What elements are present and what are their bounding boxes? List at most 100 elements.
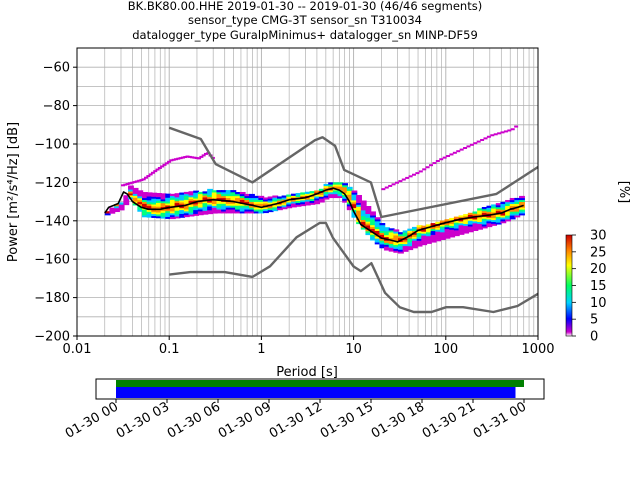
heatmap-cell (365, 206, 372, 209)
heatmap-cell (477, 221, 484, 224)
heatmap-cell (388, 249, 395, 252)
heatmap-cell (314, 194, 321, 197)
heatmap-cell (132, 195, 139, 198)
heatmap-cell (384, 232, 390, 236)
heatmap-cell (346, 186, 353, 190)
heatmap-cell (258, 205, 265, 208)
title-line-2: sensor_type CMG-3T sensor_sn T310034 (188, 13, 422, 27)
heatmap-cell (151, 198, 158, 201)
heatmap-cell (435, 231, 442, 234)
heatmap-cell (384, 246, 390, 249)
heatmap-cell (211, 209, 218, 212)
heatmap-cell (407, 240, 414, 243)
heatmap-cell (463, 215, 470, 219)
heatmap-cell (179, 202, 186, 205)
heatmap-cell (276, 206, 283, 209)
heatmap-cell (332, 195, 339, 199)
heatmap-cell (500, 217, 507, 220)
heatmap-cell (365, 215, 372, 218)
heatmap-cell (449, 225, 456, 228)
heatmap-cell (146, 200, 153, 203)
heatmap-cell (318, 200, 325, 203)
heatmap-cell (160, 216, 167, 219)
heatmap-cell (346, 207, 353, 211)
heatmap-cell (430, 223, 437, 226)
heatmap-cell (463, 214, 470, 217)
outlier-cell (169, 159, 174, 162)
heatmap-cell (216, 211, 223, 214)
heatmap-cell (384, 236, 390, 240)
figure-title: BK.BK80.00.HHE 2019-01-30 -- 2019-01-30 … (128, 0, 482, 42)
heatmap-cell (183, 199, 190, 202)
heatmap-cell (141, 193, 148, 197)
heatmap-cell (360, 221, 367, 224)
heatmap-cell (477, 208, 484, 211)
heatmap-cell (114, 209, 120, 213)
heatmap-cell (174, 197, 181, 200)
heatmap-cell (393, 248, 400, 251)
heatmap-cell (183, 197, 190, 200)
heatmap-cell (356, 196, 362, 200)
heatmap-cell (216, 203, 223, 206)
heatmap-cell (398, 249, 404, 252)
heatmap-cell (495, 220, 502, 223)
main-plot: 0.01 0.1 1 10 100 1000 −200 −180 −160 −140 −120 −1… (6, 47, 555, 380)
heatmap-cell (337, 182, 344, 185)
outlier-cell (199, 155, 204, 158)
heatmap-cell (411, 244, 418, 247)
heatmap-cell (146, 194, 153, 197)
heatmap-cell (337, 195, 344, 199)
outlier-cell (415, 172, 420, 175)
heatmap-cell (495, 210, 502, 214)
heatmap-cell (351, 213, 358, 216)
heatmap-cell (188, 204, 195, 207)
heatmap-cell (230, 192, 237, 195)
heatmap-cell (197, 205, 204, 208)
heatmap-cell (458, 223, 465, 226)
outlier-cell (141, 178, 146, 181)
heatmap-cell (328, 190, 335, 193)
heatmap-cell (505, 201, 511, 205)
heatmap-cell (207, 190, 214, 194)
colorbar-label: [%] (616, 181, 631, 204)
heatmap-cell (495, 222, 502, 225)
heatmap-cell (207, 204, 214, 207)
heatmap-cell (290, 205, 297, 208)
heatmap-cell (505, 203, 511, 207)
heatmap-cell (276, 204, 283, 207)
heatmap-cell (202, 195, 209, 198)
heatmap-cell (309, 196, 316, 200)
heatmap-cell (211, 192, 218, 195)
heatmap-cell (388, 247, 395, 250)
heatmap-cell (132, 201, 139, 204)
heatmap-cell (519, 199, 525, 202)
heatmap-cell (430, 230, 437, 233)
heatmap-cell (360, 219, 367, 222)
heatmap-cell (342, 185, 349, 188)
heatmap-cell (244, 209, 251, 212)
outlier-cell (490, 134, 495, 137)
heatmap-cell (202, 197, 209, 200)
heatmap-cell (174, 202, 181, 205)
heatmap-cell (379, 246, 386, 249)
heatmap-cell (411, 232, 418, 235)
heatmap-cell (174, 210, 181, 213)
heatmap-cell (169, 199, 176, 202)
heatmap-cell (491, 204, 497, 207)
heatmap-cell (244, 205, 251, 208)
heatmap-cell (225, 195, 232, 199)
heatmap-cell (402, 230, 409, 233)
heatmap-cell (370, 228, 376, 231)
heatmap-cell (128, 185, 134, 188)
heatmap-cell (379, 226, 386, 230)
heatmap-cell (155, 200, 162, 203)
heatmap-cell (314, 196, 321, 199)
heatmap-cell (411, 236, 418, 239)
outlier-cell (466, 145, 471, 148)
outlier-cell (422, 168, 427, 171)
used-segments-bar (116, 387, 516, 398)
heatmap-cell (221, 192, 227, 195)
outlier-cell (473, 142, 478, 145)
heatmap-cell (225, 192, 232, 195)
